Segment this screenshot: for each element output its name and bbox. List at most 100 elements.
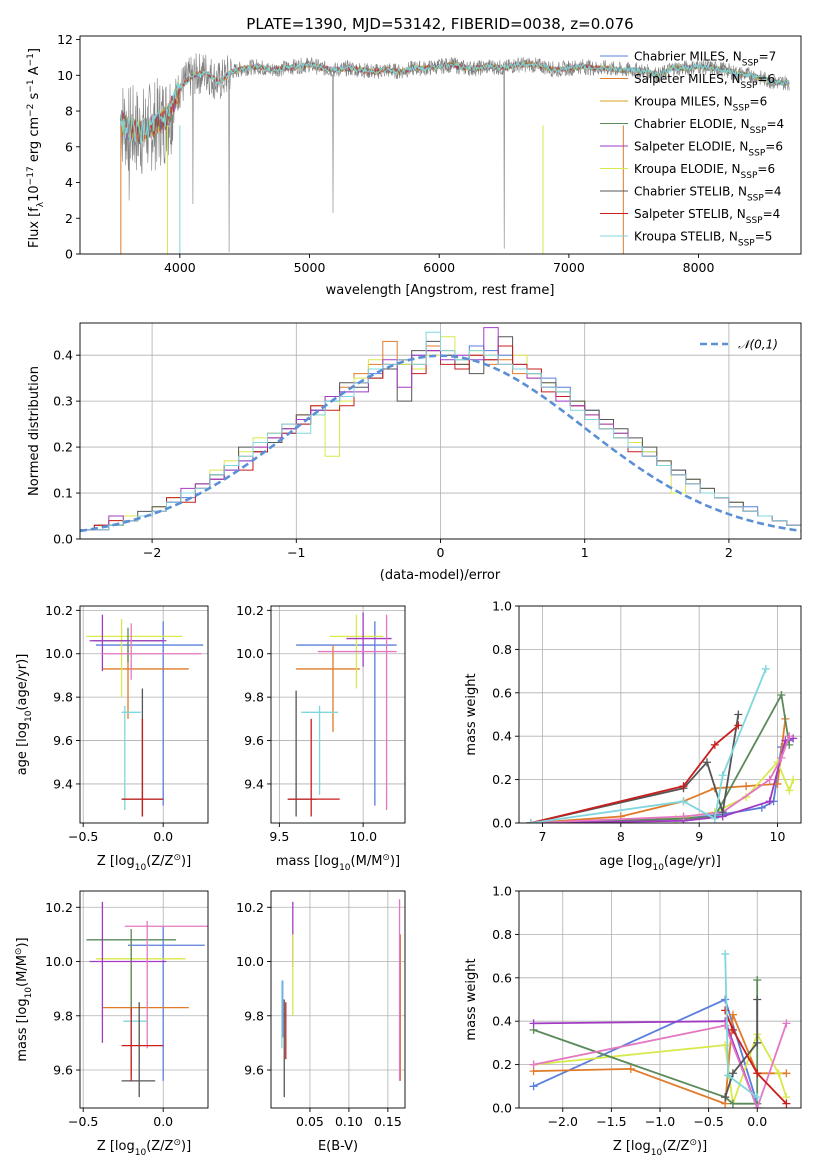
axes-frame <box>79 35 802 255</box>
label-part: Kroupa MILES, N <box>634 95 733 109</box>
weight-marker <box>753 1069 762 1078</box>
plot-marks <box>119 53 790 254</box>
mass-vs-extinction-panel: 0.05 0.10 0.15 9.6 9.8 10.0 10.2 E(B-V) <box>236 890 406 1154</box>
label-part: (age/yr)] <box>664 854 721 869</box>
weight-marker <box>710 740 719 749</box>
y-tick-label: 1.0 <box>492 884 512 899</box>
weight-marker <box>742 782 751 791</box>
weight-marker <box>757 803 766 812</box>
x-tick-label: −2 <box>143 545 161 560</box>
label-part: ⊙ <box>173 1138 181 1148</box>
label-part: Salpeter STELIB, N <box>634 207 746 221</box>
weight-marker <box>718 771 727 780</box>
y-tick-label: 10.0 <box>45 646 73 661</box>
weight-marker <box>782 1069 791 1078</box>
x-tick-label: −0.5 <box>68 829 98 844</box>
plot-marks <box>526 664 798 823</box>
weight-marker <box>718 808 727 817</box>
y-tick-label: 0.4 <box>53 348 73 363</box>
label-part: 10 <box>651 1148 663 1158</box>
label-part: mass [log <box>15 998 30 1061</box>
y-tick-label: 0.8 <box>492 642 512 657</box>
label-part: (M/M <box>351 854 383 869</box>
x-tick-label: 0.10 <box>335 1114 363 1129</box>
label-part: Kroupa ELODIE, N <box>634 162 741 176</box>
x-tick-label: 1 <box>581 545 589 560</box>
x-tick-label: 0 <box>437 545 445 560</box>
y-tick-label: 10.0 <box>45 954 73 969</box>
x-tick-label: 0.15 <box>374 1114 402 1129</box>
mass-weight-vs-metallicity-panel: −2.0 −1.5 −1.0 −0.5 0.0 0.0 0.2 0.4 0.6 0.8 1.0 Z [… <box>464 884 802 1158</box>
label-part: )] <box>697 1139 707 1154</box>
label-part: =4 <box>764 185 782 199</box>
y-tick-label: 9.4 <box>53 776 73 791</box>
label-part: Kroupa STELIB, N <box>634 230 738 244</box>
label-part: −17 <box>26 166 36 185</box>
x-tick-label: 2 <box>725 545 733 560</box>
label-part: −1 <box>26 53 36 66</box>
y-tick-label: 9.8 <box>244 1008 264 1023</box>
weight-marker <box>721 949 730 958</box>
y-tick-label: 9.8 <box>244 690 264 705</box>
label-part: age [log <box>15 722 30 775</box>
x-tick-label: −1.0 <box>645 1114 675 1129</box>
legend-label: Kroupa MILES, NSSP=6 <box>634 95 767 114</box>
weight-marker <box>679 812 688 821</box>
weight-marker <box>529 1082 538 1091</box>
x-tick-label: 0.0 <box>153 829 173 844</box>
spectrum-plot-area: 4000 5000 6000 7000 8000 0 2 4 6 8 10 12 <box>57 32 802 275</box>
y-tick-label: 10.2 <box>236 900 264 915</box>
y-tick-label: 10.2 <box>236 603 264 618</box>
label-part: =5 <box>755 230 773 244</box>
x-tick-label: −2.0 <box>548 1114 578 1129</box>
label-part: s <box>27 92 42 103</box>
y-tick-label: 0.2 <box>492 772 512 787</box>
label-part: ⊙ <box>14 948 24 956</box>
weight-line <box>530 724 739 823</box>
weight-line <box>530 668 767 823</box>
weight-line <box>530 718 787 823</box>
label-part: SSP <box>741 81 758 91</box>
y-tick-label: 0.4 <box>492 1014 512 1029</box>
axes-frame <box>270 890 406 1109</box>
weight-line <box>533 1014 787 1105</box>
axes-frame <box>518 605 802 824</box>
x-tick-label: 7 <box>539 829 547 844</box>
plot-marks <box>80 327 801 533</box>
label-part: erg cm <box>27 117 42 166</box>
weight-marker <box>728 1069 737 1078</box>
y-tick-label: 0.0 <box>492 816 512 831</box>
label-part: Salpeter ELODIE, N <box>634 140 748 154</box>
weight-marker <box>728 1099 737 1108</box>
weight-marker <box>679 782 688 791</box>
legend-label: Chabrier ELODIE, NSSP=4 <box>634 117 784 136</box>
y-tick-label: 9.8 <box>53 1008 73 1023</box>
legend-label: Salpeter MILES, NSSP=6 <box>634 72 775 91</box>
weight-line <box>533 1023 788 1108</box>
y-tick-label: 9.4 <box>244 776 264 791</box>
weight-marker <box>721 1006 730 1015</box>
label-part: SSP <box>747 194 764 204</box>
y-axis-label: mass weight <box>464 673 479 755</box>
y-tick-label: 9.6 <box>244 1063 264 1078</box>
label-part: Z [log <box>613 1139 651 1154</box>
histogram-step <box>80 336 801 531</box>
y-axis-label: mass weight <box>464 958 479 1040</box>
histogram-xlabel: (data-model)/error <box>380 568 501 583</box>
label-part: =6 <box>765 140 783 154</box>
y-tick-label: 6 <box>65 139 73 154</box>
weight-marker <box>679 797 688 806</box>
weight-line <box>533 998 759 1104</box>
legend-label: Salpeter ELODIE, NSSP=6 <box>634 140 783 159</box>
weight-marker <box>626 1064 635 1073</box>
label-part: 10 <box>339 863 351 873</box>
y-tick-label: 0.4 <box>492 729 512 744</box>
x-tick-label: 10.0 <box>349 829 377 844</box>
weight-marker <box>753 1038 762 1047</box>
label-part: ⊙ <box>689 1138 697 1148</box>
y-tick-label: 0.0 <box>492 1101 512 1116</box>
label-part: (Z/Z <box>662 1139 689 1154</box>
histogram-ylabel: Normed distribution <box>27 366 42 496</box>
